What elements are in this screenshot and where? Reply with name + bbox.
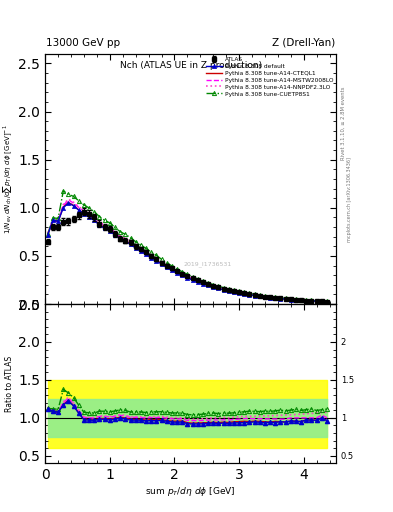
Line: Pythia 8.308 tune-A14-MSTW2008LO: Pythia 8.308 tune-A14-MSTW2008LO <box>48 200 327 302</box>
Pythia 8.308 tune-A14-MSTW2008LO <box>299 297 303 303</box>
Pythia 8.308 tune-CUETP8S1 <box>82 202 86 208</box>
Text: Nch (ATLAS UE in Z production): Nch (ATLAS UE in Z production) <box>119 61 262 70</box>
Line: Pythia 8.308 tune-A14-NNPDF2.3LO: Pythia 8.308 tune-A14-NNPDF2.3LO <box>48 199 327 302</box>
Pythia 8.308 default <box>82 211 86 217</box>
Line: Pythia 8.308 tune-CUETP8S1: Pythia 8.308 tune-CUETP8S1 <box>46 189 329 304</box>
Pythia 8.308 tune-CUETP8S1 <box>320 298 324 304</box>
Pythia 8.308 tune-A14-CTEQL1 <box>46 232 50 238</box>
Pythia 8.308 tune-CUETP8S1 <box>299 296 303 303</box>
Pythia 8.308 tune-A14-NNPDF2.3LO <box>320 298 324 304</box>
Pythia 8.308 tune-A14-CTEQL1 <box>118 235 123 241</box>
Pythia 8.308 tune-A14-NNPDF2.3LO <box>46 230 50 236</box>
Line: Pythia 8.308 tune-A14-CTEQL1: Pythia 8.308 tune-A14-CTEQL1 <box>48 203 327 302</box>
Pythia 8.308 tune-A14-CTEQL1 <box>82 210 86 217</box>
Pythia 8.308 tune-CUETP8S1 <box>102 217 107 223</box>
Pythia 8.308 tune-A14-MSTW2008LO <box>46 231 50 237</box>
Pythia 8.308 tune-CUETP8S1 <box>46 231 50 238</box>
Pythia 8.308 tune-A14-NNPDF2.3LO <box>325 298 329 305</box>
Pythia 8.308 tune-A14-CTEQL1 <box>320 298 324 305</box>
Pythia 8.308 default <box>299 297 303 304</box>
Pythia 8.308 default <box>46 232 50 238</box>
Y-axis label: Ratio to ATLAS: Ratio to ATLAS <box>5 356 14 412</box>
Pythia 8.308 default <box>325 298 329 305</box>
Pythia 8.308 tune-A14-MSTW2008LO <box>102 223 107 229</box>
Pythia 8.308 tune-A14-CTEQL1 <box>102 225 107 231</box>
Pythia 8.308 tune-CUETP8S1 <box>61 188 66 194</box>
Pythia 8.308 tune-A14-NNPDF2.3LO <box>82 207 86 214</box>
Pythia 8.308 tune-A14-CTEQL1 <box>299 297 303 304</box>
Pythia 8.308 tune-CUETP8S1 <box>118 228 123 234</box>
Pythia 8.308 tune-A14-NNPDF2.3LO <box>299 297 303 303</box>
Pythia 8.308 default <box>66 200 71 206</box>
Pythia 8.308 tune-A14-MSTW2008LO <box>66 197 71 203</box>
Text: Z (Drell-Yan): Z (Drell-Yan) <box>272 37 335 48</box>
Pythia 8.308 tune-A14-NNPDF2.3LO <box>66 196 71 202</box>
X-axis label: sum $p_T/d\eta\ d\phi$ [GeV]: sum $p_T/d\eta\ d\phi$ [GeV] <box>145 485 236 498</box>
Pythia 8.308 tune-A14-CTEQL1 <box>154 257 159 263</box>
Pythia 8.308 tune-A14-CTEQL1 <box>66 200 71 206</box>
Line: Pythia 8.308 default: Pythia 8.308 default <box>46 201 329 304</box>
Pythia 8.308 tune-CUETP8S1 <box>154 252 159 259</box>
Pythia 8.308 default <box>320 298 324 305</box>
Y-axis label: $1/N_\mathrm{ev}\ dN_\mathrm{ch}/d\!\sum p_T/d\eta\ d\phi\ [\mathrm{GeV}]^{-1}$: $1/N_\mathrm{ev}\ dN_\mathrm{ch}/d\!\sum… <box>1 124 14 234</box>
Pythia 8.308 tune-A14-MSTW2008LO <box>154 255 159 262</box>
Pythia 8.308 tune-A14-MSTW2008LO <box>118 233 123 240</box>
Pythia 8.308 tune-A14-MSTW2008LO <box>320 298 324 304</box>
Pythia 8.308 default <box>102 225 107 231</box>
Pythia 8.308 tune-A14-MSTW2008LO <box>325 298 329 305</box>
Pythia 8.308 tune-A14-MSTW2008LO <box>82 208 86 214</box>
Text: 2019_I1736531: 2019_I1736531 <box>184 261 232 267</box>
Pythia 8.308 tune-A14-NNPDF2.3LO <box>118 233 123 239</box>
Text: Rivet 3.1.10, ≥ 2.8M events: Rivet 3.1.10, ≥ 2.8M events <box>341 86 346 160</box>
Pythia 8.308 default <box>118 236 123 242</box>
Pythia 8.308 tune-CUETP8S1 <box>325 298 329 304</box>
Legend: ATLAS, Pythia 8.308 default, Pythia 8.308 tune-A14-CTEQL1, Pythia 8.308 tune-A14: ATLAS, Pythia 8.308 default, Pythia 8.30… <box>205 55 334 98</box>
Text: mcplots.cern.ch [arXiv:1306.3436]: mcplots.cern.ch [arXiv:1306.3436] <box>347 157 352 242</box>
Pythia 8.308 tune-A14-NNPDF2.3LO <box>154 255 159 261</box>
Pythia 8.308 tune-A14-CTEQL1 <box>325 298 329 305</box>
Text: 13000 GeV pp: 13000 GeV pp <box>46 37 121 48</box>
Pythia 8.308 default <box>154 258 159 264</box>
Pythia 8.308 tune-A14-NNPDF2.3LO <box>102 222 107 228</box>
